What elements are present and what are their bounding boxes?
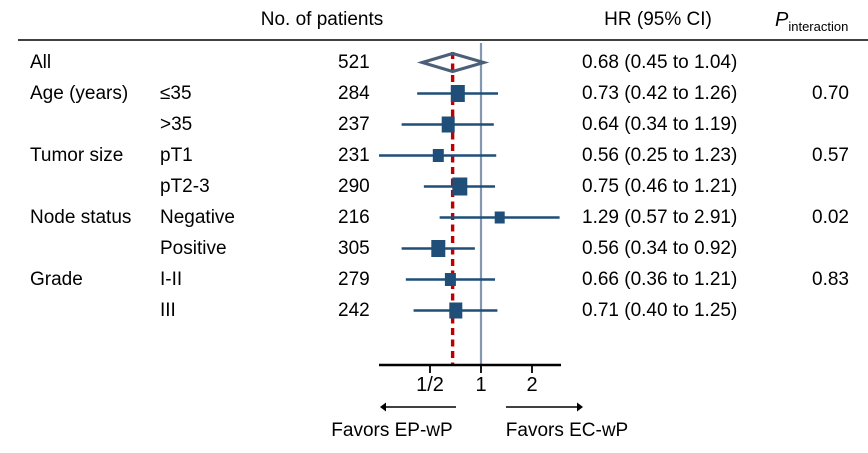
row-n-patients: 242 xyxy=(338,299,370,321)
row-group-label: Tumor size xyxy=(30,144,124,166)
row-subgroup-label: >35 xyxy=(160,113,193,135)
axis-tick-label: 1 xyxy=(475,374,487,396)
row-group-label: Node status xyxy=(30,206,132,228)
hr-point-square xyxy=(452,177,468,196)
row-subgroup-label: ≤35 xyxy=(160,82,192,104)
row-p-interaction-value: 0.02 xyxy=(812,206,849,228)
row-n-patients: 216 xyxy=(338,206,370,228)
column-header-p-interaction: Pinteraction xyxy=(775,8,848,39)
row-subgroup-label: pT2-3 xyxy=(160,175,210,197)
favors-left-label: Favors EP-wP xyxy=(331,420,453,441)
hr-point-square xyxy=(441,116,455,133)
axis-tick-label: 2 xyxy=(526,374,538,396)
row-hr-ci-text: 1.29 (0.57 to 2.91) xyxy=(582,206,738,228)
row-n-patients: 521 xyxy=(338,51,370,73)
row-hr-ci-text: 0.68 (0.45 to 1.04) xyxy=(582,51,738,73)
row-hr-ci-text: 0.64 (0.34 to 1.19) xyxy=(582,113,738,135)
row-hr-ci-text: 0.56 (0.34 to 0.92) xyxy=(582,237,738,259)
row-n-patients: 290 xyxy=(338,175,370,197)
row-hr-ci-text: 0.73 (0.42 to 1.26) xyxy=(582,82,738,104)
row-p-interaction-value: 0.83 xyxy=(812,268,849,290)
row-subgroup-label: I-II xyxy=(160,268,183,290)
row-group-label: All xyxy=(30,51,52,73)
hr-point-square xyxy=(450,85,465,102)
row-n-patients: 305 xyxy=(338,237,370,259)
favors-left-arrow-head xyxy=(380,402,386,412)
header-divider-line xyxy=(18,39,868,41)
row-n-patients: 231 xyxy=(338,144,370,166)
overall-diamond xyxy=(416,51,490,74)
hr-point-square xyxy=(432,149,444,162)
row-n-patients: 279 xyxy=(338,268,370,290)
row-hr-ci-text: 0.56 (0.25 to 1.23) xyxy=(582,144,738,166)
hr-point-square xyxy=(494,211,505,224)
hr-point-square xyxy=(449,302,463,319)
row-hr-ci-text: 0.71 (0.40 to 1.25) xyxy=(582,299,738,321)
row-group-label: Age (years) xyxy=(30,82,129,104)
favors-right-label: Favors EC-wP xyxy=(505,420,629,441)
hr-point-square xyxy=(444,273,456,286)
row-subgroup-label: Negative xyxy=(160,206,235,228)
p-subscript-label: interaction xyxy=(788,19,849,34)
row-p-interaction-value: 0.57 xyxy=(812,144,849,166)
favors-right-arrow-head xyxy=(577,402,583,412)
row-hr-ci-text: 0.66 (0.36 to 1.21) xyxy=(582,268,738,290)
column-header-hr-ci: HR (95% CI) xyxy=(604,9,712,30)
row-group-label: Grade xyxy=(30,268,83,290)
row-subgroup-label: Positive xyxy=(160,237,227,259)
axis-tick-label: 1/2 xyxy=(416,374,444,396)
row-p-interaction-value: 0.70 xyxy=(812,82,849,104)
row-n-patients: 237 xyxy=(338,113,370,135)
p-symbol: P xyxy=(775,9,789,31)
row-hr-ci-text: 0.75 (0.46 to 1.21) xyxy=(582,175,738,197)
row-subgroup-label: pT1 xyxy=(160,144,193,166)
hr-point-square xyxy=(431,240,446,257)
column-header-no-of-patients: No. of patients xyxy=(260,9,384,30)
row-subgroup-label: III xyxy=(160,299,176,321)
row-n-patients: 284 xyxy=(338,82,370,104)
